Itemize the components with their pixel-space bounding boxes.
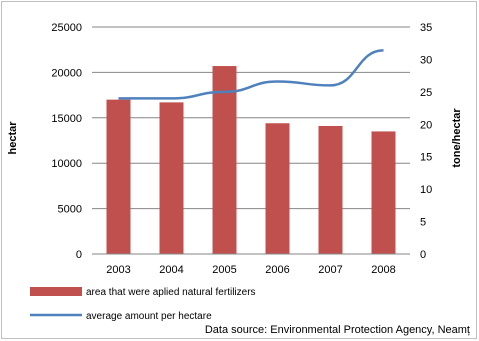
gridlines	[92, 26, 410, 210]
x-tick-label: 2008	[371, 264, 395, 276]
y2-tick-label: 25	[420, 87, 432, 99]
y-tick-label: 20000	[51, 67, 82, 79]
bar	[106, 99, 131, 254]
y2-tick-label: 15	[420, 152, 432, 164]
x-tick-label: 2006	[265, 264, 289, 276]
y2-tick-label: 35	[420, 22, 432, 34]
bar	[265, 123, 290, 254]
y2-tick-label: 0	[420, 249, 426, 261]
y-tick-label: 15000	[51, 113, 82, 125]
bar	[212, 66, 237, 254]
y-tick-label: 25000	[51, 22, 82, 34]
legend-label-bar: area that were aplied natural fertilizer…	[86, 287, 256, 298]
y-tick-label: 10000	[51, 158, 82, 170]
y2-tick-label: 20	[420, 119, 432, 131]
legend-swatch-bar	[30, 287, 82, 296]
line-series	[118, 49, 384, 100]
data-source-note: Data source: Environmental Protection Ag…	[205, 324, 470, 336]
x-axis-ticks: 2003 2004 2005 2006 2007 2008	[106, 264, 395, 276]
x-tick-label: 2003	[106, 264, 130, 276]
y2-tick-label: 5	[420, 217, 426, 229]
y2-tick-label: 30	[420, 54, 432, 66]
bar	[318, 125, 343, 254]
y-axis-title: hectar	[7, 121, 19, 155]
bar	[371, 131, 396, 254]
y-tick-label: 0	[76, 249, 82, 261]
left-axis-ticks: 0 5000 10000 15000 20000 25000	[51, 22, 82, 261]
y2-axis-title: tone/hectar	[451, 108, 463, 168]
x-tick-label: 2007	[318, 264, 342, 276]
x-tick-label: 2004	[159, 264, 183, 276]
y2-tick-label: 10	[420, 184, 432, 196]
x-tick-label: 2005	[212, 264, 236, 276]
bar	[159, 102, 184, 254]
bar-series	[106, 66, 396, 254]
y-tick-label: 5000	[58, 204, 82, 216]
legend-label-line: average amount per hectare	[86, 311, 212, 322]
right-axis-ticks: 0 5 10 15 20 25 30 35	[420, 22, 432, 261]
